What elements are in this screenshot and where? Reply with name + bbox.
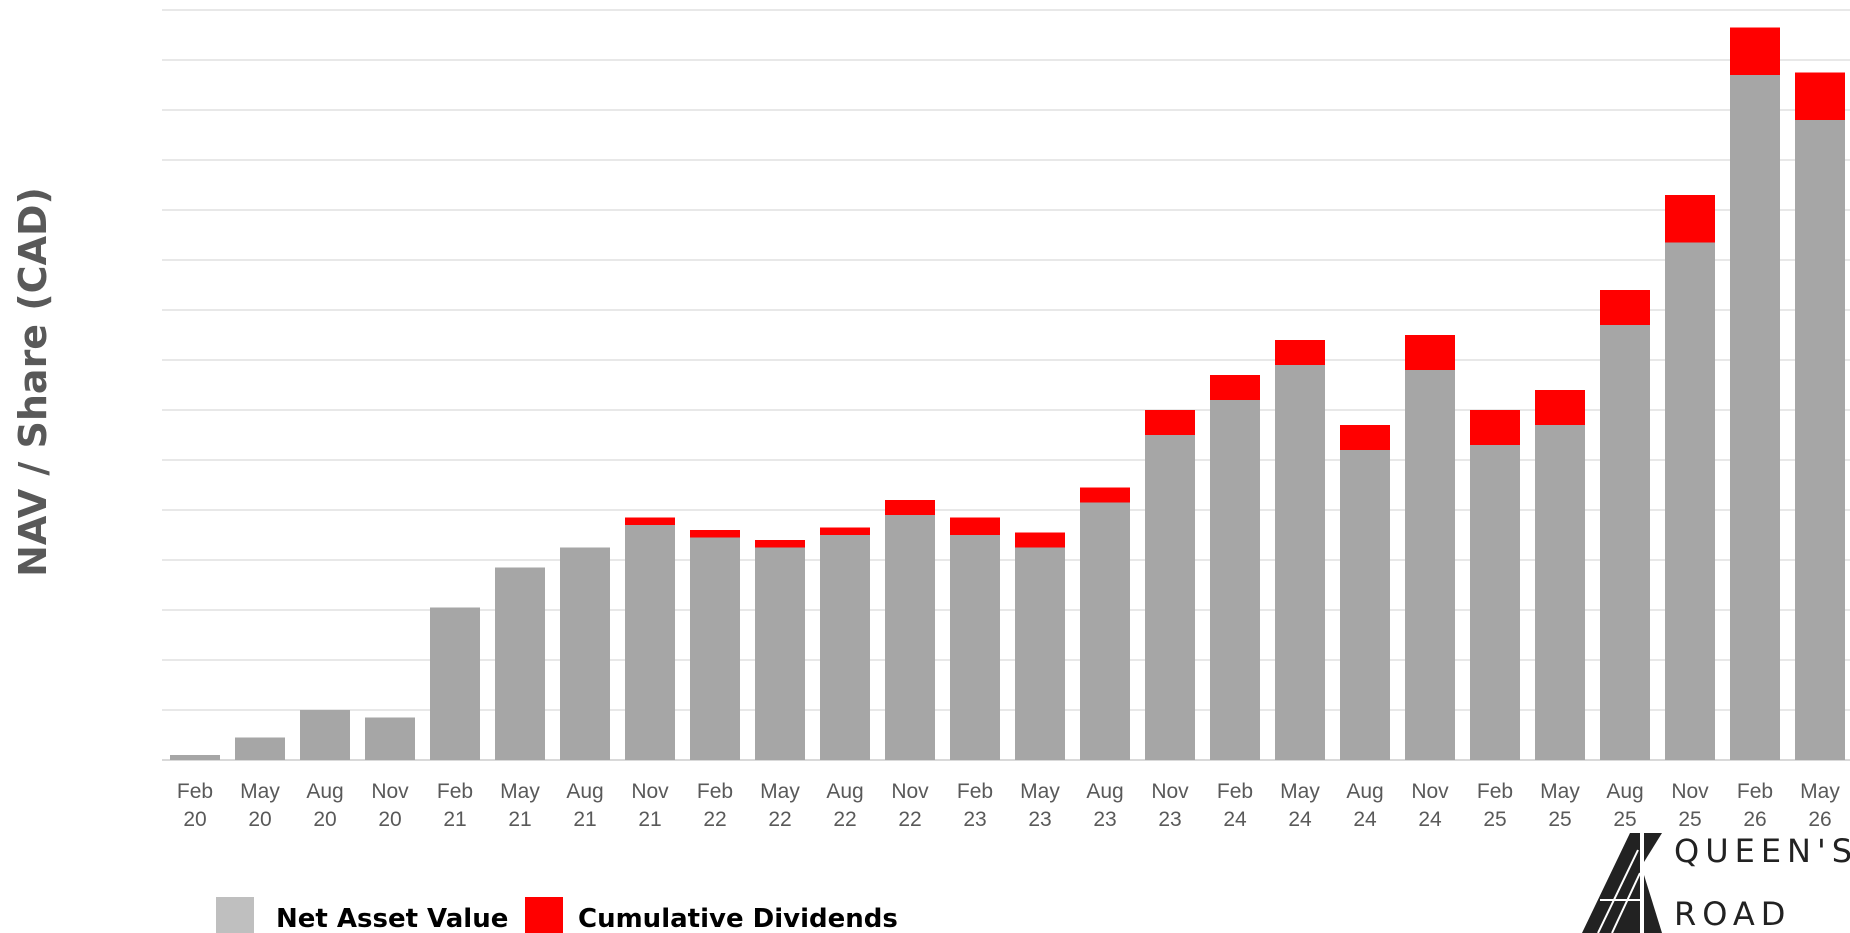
bar-dividends-nov-22: [885, 500, 935, 515]
gridlines: [162, 9, 1850, 761]
x-tick-label: Nov 21: [631, 780, 669, 831]
bar-dividends-feb-26: [1730, 27, 1780, 75]
bar-nav-aug-20: [300, 710, 350, 760]
x-tick-labels: Feb 20 May 20 Aug 20 Nov 20 Feb 21 May 21 Aug 21 Nov 21…: [177, 780, 1840, 831]
x-tick-label: May 21: [500, 780, 540, 831]
bar-nav-nov-24: [1405, 370, 1455, 760]
logo-icon: QUEEN'S ROAD: [1582, 832, 1850, 933]
bar-nav-nov-25: [1665, 242, 1715, 760]
bar-dividends-may-26: [1795, 72, 1845, 120]
logo-text-line2: ROAD: [1674, 895, 1791, 933]
legend-label-dividends: Cumulative Dividends: [578, 904, 898, 933]
x-tick-label: Nov 22: [891, 780, 929, 831]
x-tick-label: Aug 20: [306, 780, 343, 831]
x-tick-label: Feb 24: [1217, 780, 1253, 831]
bar-nav-feb-23: [950, 535, 1000, 760]
bar-nav-aug-25: [1600, 325, 1650, 760]
x-tick-label: Nov 23: [1151, 780, 1189, 831]
x-tick-label: Feb 25: [1477, 780, 1513, 831]
x-tick-label: Feb 23: [957, 780, 993, 831]
x-tick-label: Aug 25: [1606, 780, 1643, 831]
bar-nav-nov-23: [1145, 435, 1195, 760]
x-tick-label: Feb 20: [177, 780, 213, 831]
bar-nav-feb-20: [170, 755, 220, 760]
bar-dividends-may-24: [1275, 340, 1325, 365]
legend: Net Asset Value Cumulative Dividends: [216, 897, 898, 933]
x-tick-label: Aug 22: [826, 780, 863, 831]
legend-label-nav: Net Asset Value: [276, 904, 508, 933]
legend-swatch-dividends: [525, 897, 563, 933]
x-tick-label: Feb 26: [1737, 780, 1773, 831]
bar-nav-aug-21: [560, 547, 610, 760]
bar-dividends-aug-22: [820, 527, 870, 535]
bar-dividends-nov-23: [1145, 410, 1195, 435]
logo-text-line1: QUEEN'S: [1674, 832, 1850, 870]
bar-nav-may-21: [495, 567, 545, 760]
bar-nav-may-22: [755, 547, 805, 760]
bar-nav-feb-22: [690, 537, 740, 760]
x-tick-label: May 26: [1800, 780, 1840, 831]
bar-nav-may-24: [1275, 365, 1325, 760]
bar-dividends-feb-22: [690, 530, 740, 538]
x-tick-label: May 23: [1020, 780, 1060, 831]
bar-dividends-nov-21: [625, 517, 675, 525]
legend-swatch-nav: [216, 897, 254, 933]
bar-dividends-aug-25: [1600, 290, 1650, 325]
x-tick-label: May 25: [1540, 780, 1580, 831]
bar-dividends-feb-23: [950, 517, 1000, 535]
bar-dividends-aug-23: [1080, 487, 1130, 503]
x-tick-label: Nov 20: [371, 780, 409, 831]
bar-dividends-may-22: [755, 540, 805, 548]
bar-nav-feb-21: [430, 607, 480, 760]
x-tick-label: Aug 23: [1086, 780, 1123, 831]
x-tick-label: May 22: [760, 780, 800, 831]
x-tick-label: Feb 21: [437, 780, 473, 831]
bar-dividends-nov-25: [1665, 195, 1715, 243]
bar-nav-nov-22: [885, 515, 935, 760]
bar-dividends-feb-24: [1210, 375, 1260, 400]
bar-nav-may-26: [1795, 120, 1845, 760]
bar-nav-feb-25: [1470, 445, 1520, 760]
bar-nav-may-20: [235, 737, 285, 760]
x-tick-label: May 24: [1280, 780, 1320, 831]
y-axis-label: NAV / Share (CAD): [11, 187, 55, 577]
x-tick-label: Feb 22: [697, 780, 733, 831]
bar-nav-feb-26: [1730, 75, 1780, 760]
bar-nav-may-25: [1535, 425, 1585, 760]
bar-dividends-may-23: [1015, 532, 1065, 548]
bar-dividends-nov-24: [1405, 335, 1455, 370]
bar-nav-aug-23: [1080, 502, 1130, 760]
x-tick-label: Nov 25: [1671, 780, 1709, 831]
x-tick-label: May 20: [240, 780, 280, 831]
x-tick-label: Aug 21: [566, 780, 603, 831]
bar-dividends-may-25: [1535, 390, 1585, 425]
x-tick-label: Nov 24: [1411, 780, 1449, 831]
bar-nav-may-23: [1015, 547, 1065, 760]
bar-nav-nov-20: [365, 717, 415, 760]
bar-dividends-feb-25: [1470, 410, 1520, 445]
bar-nav-aug-24: [1340, 450, 1390, 760]
bar-nav-feb-24: [1210, 400, 1260, 760]
bars: [170, 27, 1845, 760]
bar-dividends-aug-24: [1340, 425, 1390, 450]
bar-nav-aug-22: [820, 535, 870, 760]
bar-nav-nov-21: [625, 525, 675, 760]
x-tick-label: Aug 24: [1346, 780, 1383, 831]
